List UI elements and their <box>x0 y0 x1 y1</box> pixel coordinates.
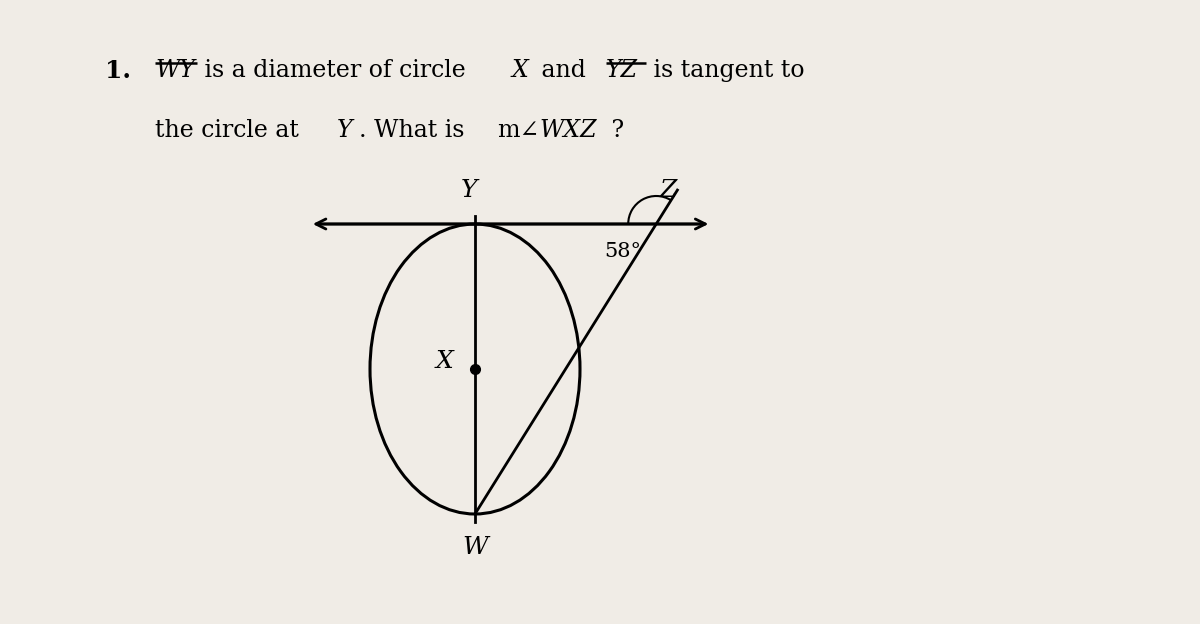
Text: and: and <box>534 59 593 82</box>
Text: 58°: 58° <box>605 242 641 261</box>
Text: Z: Z <box>660 179 677 202</box>
Text: is a diameter of circle: is a diameter of circle <box>197 59 473 82</box>
Text: Y: Y <box>461 179 478 202</box>
Text: X: X <box>512 59 529 82</box>
Text: WXZ: WXZ <box>539 119 596 142</box>
Text: ?: ? <box>604 119 624 142</box>
Text: is tangent to: is tangent to <box>646 59 804 82</box>
Text: YZ: YZ <box>606 59 638 82</box>
Text: m∠: m∠ <box>497 119 539 142</box>
Text: Y: Y <box>337 119 353 142</box>
Text: WY: WY <box>155 59 194 82</box>
Text: 1.: 1. <box>106 59 131 83</box>
Text: . What is: . What is <box>359 119 472 142</box>
Text: the circle at: the circle at <box>155 119 306 142</box>
Text: X: X <box>436 349 454 373</box>
Text: W: W <box>462 536 488 559</box>
